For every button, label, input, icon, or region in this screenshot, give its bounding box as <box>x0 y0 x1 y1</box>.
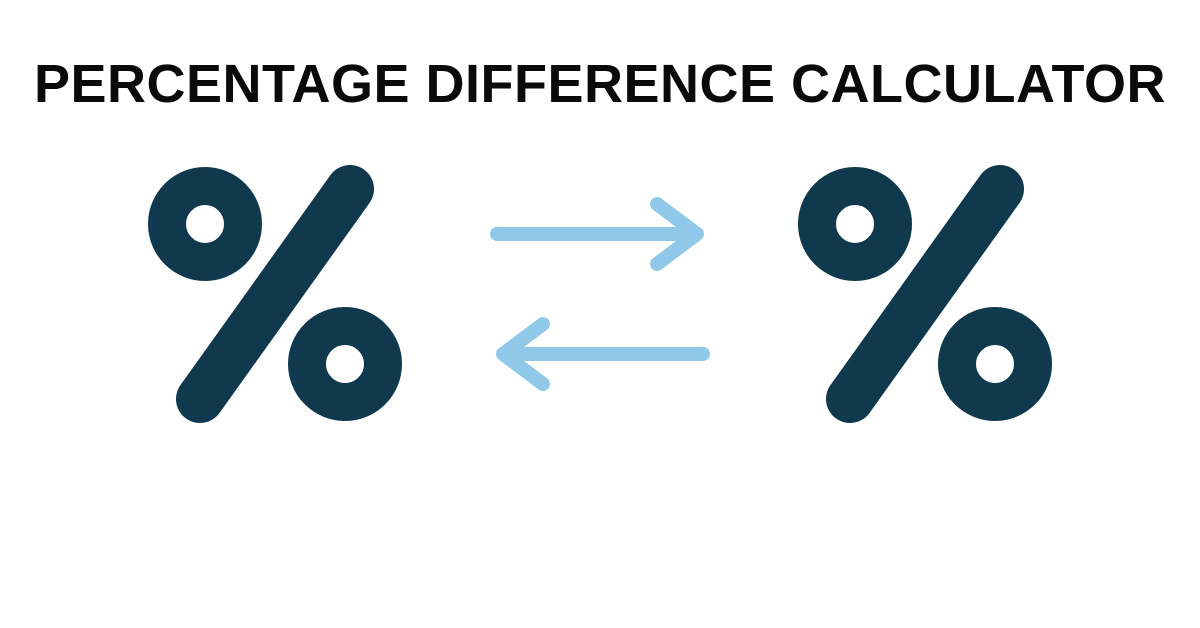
arrows-container <box>485 194 715 394</box>
arrow-right-icon <box>485 194 715 274</box>
percent-icon-right <box>775 144 1075 444</box>
percent-icon-left <box>125 144 425 444</box>
graphic-container <box>125 144 1075 444</box>
page-title: PERCENTAGE DIFFERENCE CALCULATOR <box>34 55 1166 114</box>
arrow-left-icon <box>485 314 715 394</box>
